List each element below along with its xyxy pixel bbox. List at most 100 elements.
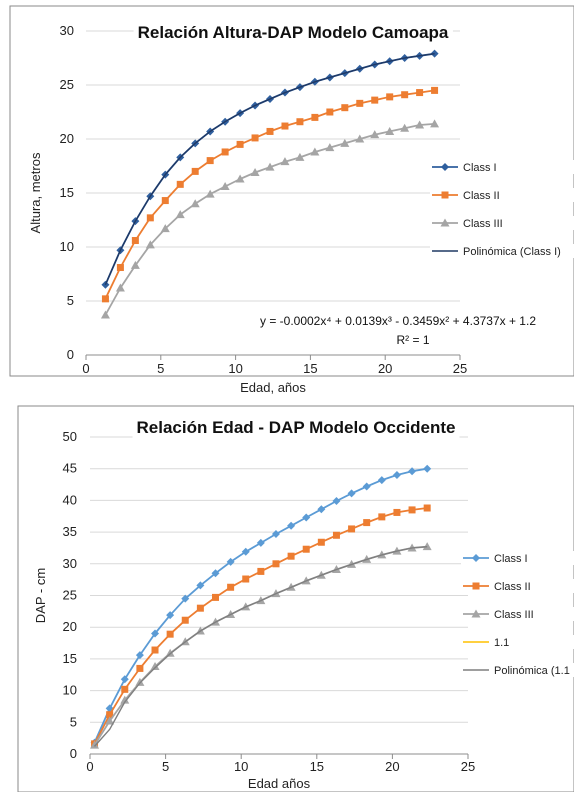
legend-swatch-marker [441, 163, 449, 171]
legend-entry-backing [461, 551, 574, 565]
data-point [400, 123, 410, 132]
series-line-5 [93, 546, 428, 747]
data-point [347, 489, 356, 498]
x-tick-label: 5 [157, 361, 164, 376]
data-point [393, 508, 401, 516]
data-point [317, 538, 325, 546]
data-point [150, 662, 160, 671]
y-tick-label: 0 [70, 746, 77, 761]
data-point [120, 675, 129, 684]
data-point [271, 530, 280, 539]
legend-label: Class II [463, 190, 500, 202]
legend-swatch-marker [471, 609, 481, 618]
y-tick-label: 25 [63, 588, 77, 603]
data-point [317, 505, 326, 514]
legend-swatch-marker [472, 582, 480, 590]
data-point [371, 96, 379, 104]
legend-label: Polinómica (Class I) [463, 246, 561, 258]
x-axis-title: Edad, años [240, 380, 306, 395]
y-tick-label: 30 [63, 556, 77, 571]
data-point [241, 547, 250, 556]
x-tick-label: 20 [385, 759, 399, 774]
data-point [206, 157, 214, 165]
legend-swatch-marker [472, 554, 480, 562]
data-point [265, 162, 275, 171]
data-point [115, 283, 125, 292]
legend-entry-backing [461, 663, 574, 677]
data-point [401, 91, 409, 99]
data-point [130, 260, 140, 269]
y-axis-title: Altura, metros [28, 152, 43, 233]
data-point [281, 122, 289, 130]
legend-label: Class II [494, 581, 531, 593]
y-tick-label: 35 [63, 524, 77, 539]
legend-entry-backing [461, 607, 574, 621]
data-point [205, 189, 215, 198]
data-point [355, 134, 365, 143]
data-point [287, 552, 295, 560]
legend-label: Class III [494, 609, 534, 621]
x-tick-label: 20 [378, 361, 392, 376]
data-point [310, 147, 320, 156]
y-tick-label: 10 [63, 683, 77, 698]
data-point [415, 120, 425, 129]
data-point [227, 583, 235, 591]
data-point [191, 167, 199, 175]
legend-entry-backing [461, 635, 574, 649]
data-point [166, 611, 175, 620]
data-point [251, 134, 259, 142]
y-tick-label: 0 [67, 347, 74, 362]
x-tick-label: 0 [86, 759, 93, 774]
data-point [176, 180, 184, 188]
data-point [430, 119, 440, 128]
data-point [266, 127, 274, 135]
data-point [332, 497, 341, 506]
data-point [302, 545, 310, 553]
data-point [422, 542, 432, 551]
data-point [145, 240, 155, 249]
data-point [235, 174, 245, 183]
legend-swatch-marker [440, 218, 450, 227]
data-point [423, 464, 432, 473]
data-point [378, 513, 386, 521]
data-point [106, 711, 114, 719]
data-point [272, 560, 280, 568]
legend-label: Class III [463, 218, 503, 230]
data-point [151, 629, 160, 638]
data-point [181, 616, 189, 624]
chart-title: Relación Edad - DAP Modelo Occidente [137, 418, 456, 437]
data-point [311, 113, 319, 121]
y-tick-label: 5 [70, 714, 77, 729]
data-point [105, 716, 115, 725]
data-point [340, 138, 350, 147]
data-point [90, 740, 100, 749]
chart-panel-camoapa: 0 5 10 15 20 25 30 0 5 10 15 20 25 Edad, años Altura, … [9, 5, 574, 395]
data-point [166, 630, 174, 638]
data-point [416, 89, 424, 97]
x-tick-label: 25 [453, 361, 467, 376]
data-point [160, 224, 170, 233]
data-point [101, 295, 109, 303]
y-tick-label: 15 [63, 651, 77, 666]
data-point [296, 118, 304, 126]
data-point [135, 651, 144, 660]
chart-occidente: 0 5 10 15 20 25 30 35 40 45 50 0 5 10 15 20 25 Edad años D… [17, 405, 574, 792]
r-squared-label: R² = 1 [396, 333, 429, 347]
data-point [431, 86, 439, 94]
legend-label: Polinómica (1.1 [494, 665, 570, 677]
y-axis-title: DAP - cm [33, 568, 48, 623]
y-tick-label: 25 [60, 77, 74, 92]
y-tick-label: 15 [60, 185, 74, 200]
data-point [135, 677, 145, 686]
data-point [341, 104, 349, 112]
data-point [151, 646, 159, 654]
x-tick-label: 15 [303, 361, 317, 376]
y-tick-label: 50 [63, 429, 77, 444]
data-point [226, 557, 235, 566]
chart-camoapa: 0 5 10 15 20 25 30 0 5 10 15 20 25 Edad, años Altura, … [9, 5, 574, 395]
data-point [146, 214, 154, 222]
data-point [211, 593, 219, 601]
y-tick-label: 20 [63, 619, 77, 634]
data-point [256, 538, 265, 547]
data-point [131, 237, 139, 245]
